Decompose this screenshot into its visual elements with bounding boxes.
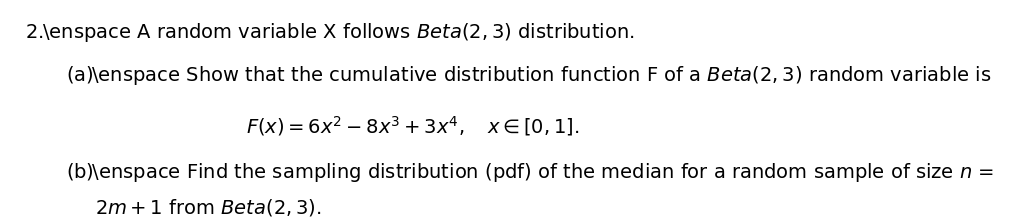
Text: (b)\enspace Find the sampling distribution (pdf) of the median for a random samp: (b)\enspace Find the sampling distributi… [67, 161, 994, 184]
Text: $2m+1$ from $\mathit{Beta}(2,3)$.: $2m+1$ from $\mathit{Beta}(2,3)$. [95, 197, 322, 218]
Text: $F(x) = 6x^2 - 8x^3 + 3x^4, \quad x \in [0, 1].$: $F(x) = 6x^2 - 8x^3 + 3x^4, \quad x \in … [247, 114, 580, 138]
Text: (a)\enspace Show that the cumulative distribution function F of a $\mathit{Beta}: (a)\enspace Show that the cumulative dis… [67, 64, 991, 87]
Text: 2.\enspace A random variable X follows $\mathit{Beta}(2,3)$ distribution.: 2.\enspace A random variable X follows $… [25, 21, 635, 44]
